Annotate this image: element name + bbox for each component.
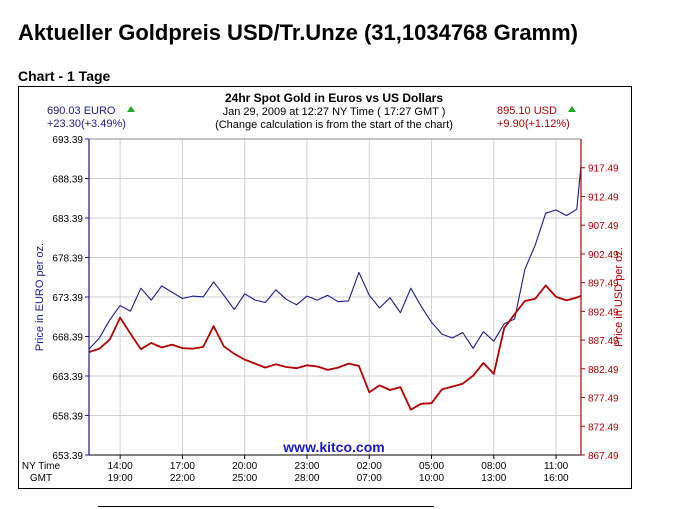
y-tick-label-left: 658.39: [52, 412, 83, 423]
series-line-usd: [88, 284, 582, 411]
x-tick-label-gmt: 28:00: [294, 473, 319, 484]
axes: [85, 138, 585, 459]
chart-title: 24hr Spot Gold in Euros vs US Dollars: [225, 91, 443, 105]
x-tick-label-gmt: 10:00: [419, 473, 444, 484]
y-tick-label-right: 912.49: [588, 192, 619, 203]
x-row-label-gmt: GMT: [30, 473, 52, 484]
y-tick-label-right: 887.49: [588, 336, 619, 347]
euro-up-arrow-icon: [127, 106, 135, 112]
y-tick-label-right: 882.49: [588, 365, 619, 376]
x-row-label-ny: NY Time: [22, 461, 61, 472]
x-tick-label-ny: 23:00: [294, 461, 319, 472]
y-tick-label-right: 877.49: [588, 394, 619, 405]
y-tick-label-right: 902.49: [588, 250, 619, 261]
x-tick-label-ny: 08:00: [481, 461, 506, 472]
y-tick-label-right: 867.49: [588, 451, 619, 462]
y-tick-label-right: 907.49: [588, 221, 619, 232]
y-tick-label-right: 897.49: [588, 279, 619, 290]
x-tick-label-gmt: 22:00: [170, 473, 195, 484]
x-tick-label-ny: 17:00: [170, 461, 195, 472]
y-tick-label-left: 653.39: [52, 451, 83, 462]
chart-note: (Change calculation is from the start of…: [215, 119, 453, 131]
x-tick-label-gmt: 13:00: [481, 473, 506, 484]
y-tick-label-right: 872.49: [588, 422, 619, 433]
x-tick-label-gmt: 07:00: [357, 473, 382, 484]
euro-change-quote: +23.30(+3.49%): [47, 118, 126, 130]
usd-change-quote: +9.90(+1.12%): [497, 118, 570, 130]
x-tick-label-ny: 20:00: [232, 461, 257, 472]
x-tick-label-ny: 11:00: [544, 461, 569, 472]
y-tick-label-left: 688.39: [52, 175, 83, 186]
x-tick-label-gmt: 16:00: [544, 473, 569, 484]
chart-subtitle: Jan 29, 2009 at 12:27 NY Time ( 17:27 GM…: [223, 106, 446, 118]
chart-heading: Chart - 1 Tage: [18, 68, 111, 84]
usd-up-arrow-icon: [568, 106, 576, 112]
y-tick-label-right: 917.49: [588, 164, 619, 175]
y-axis-label-left: Price in EURO per oz.: [34, 243, 46, 351]
series-line-euro: [88, 165, 582, 350]
x-tick-label-gmt: 19:00: [108, 473, 133, 484]
page-title: Aktueller Goldpreis USD/Tr.Unze (31,1034…: [18, 20, 579, 45]
y-tick-label-left: 683.39: [52, 214, 83, 225]
x-tick-label-ny: 14:00: [108, 461, 133, 472]
y-tick-label-right: 892.49: [588, 307, 619, 318]
x-tick-label-gmt: 25:00: [232, 473, 257, 484]
watermark: www.kitco.com: [282, 439, 384, 455]
euro-price-quote: 690.03 EURO: [47, 105, 116, 117]
series-lines: [88, 165, 582, 411]
y-tick-label-left: 668.39: [52, 333, 83, 344]
usd-price-quote: 895.10 USD: [497, 105, 557, 117]
x-tick-label-ny: 05:00: [419, 461, 444, 472]
bottom-divider: [98, 506, 434, 507]
chart-container: 24hr Spot Gold in Euros vs US Dollars Ja…: [18, 86, 632, 489]
tick-labels: 693.39 688.39 683.39 678.39 673.39 668.39 663.…: [52, 135, 619, 484]
y-tick-label-left: 693.39: [52, 135, 83, 146]
y-tick-label-left: 673.39: [52, 293, 83, 304]
x-tick-label-ny: 02:00: [357, 461, 382, 472]
y-tick-label-left: 663.39: [52, 372, 83, 383]
y-tick-label-left: 678.39: [52, 254, 83, 265]
y-axis-label-right: Price in USD per oz.: [613, 247, 625, 347]
gold-price-chart: 24hr Spot Gold in Euros vs US Dollars Ja…: [22, 91, 625, 484]
